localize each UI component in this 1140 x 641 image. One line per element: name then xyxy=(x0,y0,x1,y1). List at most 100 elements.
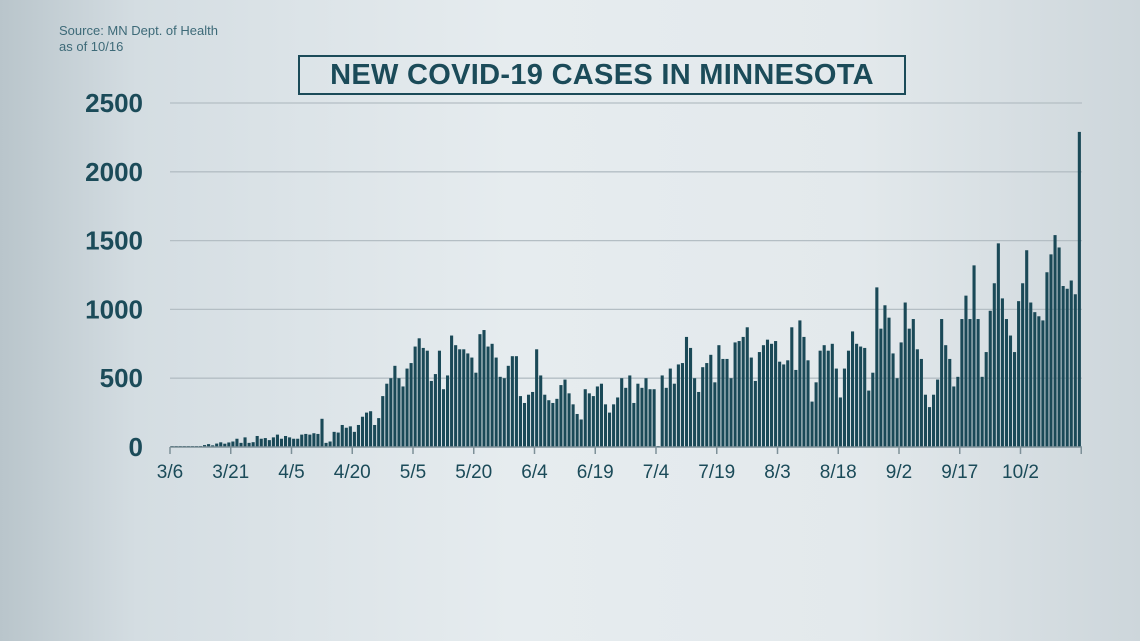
bar-6/24 xyxy=(616,397,620,447)
bar-10/7 xyxy=(1041,320,1045,447)
bar-8/10 xyxy=(806,360,810,447)
y-tick-label: 2000 xyxy=(85,157,143,187)
bar-5/31 xyxy=(518,396,522,447)
bar-4/16 xyxy=(336,432,340,447)
bar-9/29 xyxy=(1008,335,1013,447)
bar-9/23 xyxy=(984,352,988,447)
bar-7/24 xyxy=(737,341,741,447)
bar-4/3 xyxy=(284,435,288,447)
bar-4/25 xyxy=(373,424,377,447)
bar-5/20 xyxy=(474,372,478,447)
bar-8/24 xyxy=(863,347,867,447)
bar-4/21 xyxy=(356,424,360,447)
bar-7/1 xyxy=(644,378,648,447)
bar-8/13 xyxy=(818,350,822,447)
bar-6/15 xyxy=(579,419,583,447)
bar-9/4 xyxy=(907,328,911,447)
bar-3/27 xyxy=(255,435,259,447)
bar-7/25 xyxy=(741,336,745,447)
bar-7/19 xyxy=(717,345,721,447)
bar-10/15 xyxy=(1073,294,1077,447)
bar-8/3 xyxy=(778,361,782,447)
bar-9/20 xyxy=(972,265,976,447)
bar-9/22 xyxy=(980,376,984,447)
bar-7/23 xyxy=(733,342,737,447)
bar-6/2 xyxy=(527,394,531,447)
bar-6/14 xyxy=(575,413,579,447)
bar-3/24 xyxy=(243,437,247,447)
bar-7/12 xyxy=(689,347,693,447)
bar-8/7 xyxy=(794,369,798,447)
bars xyxy=(170,131,1081,447)
bar-5/24 xyxy=(490,343,494,447)
bar-5/28 xyxy=(506,365,510,447)
bar-10/13 xyxy=(1065,288,1069,447)
bar-5/25 xyxy=(494,357,498,447)
bar-6/22 xyxy=(608,412,612,447)
x-tick-label: 8/18 xyxy=(820,462,857,483)
bar-9/25 xyxy=(992,283,996,447)
bar-7/7 xyxy=(668,368,672,447)
x-tick-label: 6/4 xyxy=(521,462,548,483)
bar-6/20 xyxy=(599,383,603,447)
bar-5/4 xyxy=(409,363,413,447)
bar-5/13 xyxy=(446,375,450,447)
bar-3/26 xyxy=(251,442,255,447)
bar-10/12 xyxy=(1061,286,1065,447)
bar-8/15 xyxy=(826,350,830,447)
bar-5/3 xyxy=(405,368,409,447)
bar-8/21 xyxy=(851,331,855,447)
chart-title: NEW COVID-19 CASES IN MINNESOTA xyxy=(298,55,906,95)
x-tick-label: 9/17 xyxy=(941,462,978,483)
bar-9/17 xyxy=(960,319,964,447)
bar-5/2 xyxy=(401,386,405,447)
bar-5/26 xyxy=(498,376,502,447)
bar-3/25 xyxy=(247,442,251,447)
bar-9/15 xyxy=(952,386,956,447)
bar-8/18 xyxy=(838,397,842,447)
bar-4/10 xyxy=(312,433,316,447)
x-tick-label: 9/2 xyxy=(886,462,912,483)
bar-9/24 xyxy=(988,310,992,447)
bar-5/16 xyxy=(458,349,462,447)
bar-8/14 xyxy=(822,345,826,447)
x-tick-label: 3/6 xyxy=(157,462,183,483)
bar-5/19 xyxy=(470,357,474,447)
bar-7/31 xyxy=(765,339,770,447)
x-tick-label: 3/21 xyxy=(212,462,249,483)
bar-4/15 xyxy=(332,431,336,447)
bar-8/5 xyxy=(786,360,790,447)
bar-7/18 xyxy=(713,382,717,447)
bar-9/7 xyxy=(919,358,923,447)
x-tick-label: 4/20 xyxy=(334,462,371,483)
bar-8/17 xyxy=(834,368,838,447)
bar-10/10 xyxy=(1053,235,1057,447)
bar-10/6 xyxy=(1037,316,1041,447)
gridlines xyxy=(170,102,1082,379)
bar-5/15 xyxy=(454,345,458,447)
bar-4/14 xyxy=(328,441,332,447)
bar-4/23 xyxy=(365,412,369,447)
bar-9/28 xyxy=(1004,319,1008,447)
bar-8/30 xyxy=(887,317,891,447)
bar-7/28 xyxy=(753,380,757,447)
source-line: Source: MN Dept. of Health xyxy=(59,23,218,38)
bar-9/30 xyxy=(1013,352,1017,447)
bar-4/13 xyxy=(324,442,328,447)
bar-9/13 xyxy=(944,345,948,447)
bar-10/14 xyxy=(1069,280,1073,447)
bar-9/12 xyxy=(940,319,944,447)
bar-4/26 xyxy=(377,418,381,447)
bar-6/18 xyxy=(591,396,595,447)
bar-8/2 xyxy=(774,341,778,447)
bar-4/22 xyxy=(360,416,365,447)
bar-9/19 xyxy=(968,319,972,447)
bar-7/11 xyxy=(684,336,689,447)
bar-6/7 xyxy=(547,400,551,447)
bar-3/15 xyxy=(207,444,211,447)
bar-4/20 xyxy=(352,431,356,447)
bar-9/3 xyxy=(903,302,907,447)
bar-4/24 xyxy=(369,411,373,447)
bar-7/8 xyxy=(672,383,676,447)
x-tick-label: 8/3 xyxy=(764,462,790,483)
